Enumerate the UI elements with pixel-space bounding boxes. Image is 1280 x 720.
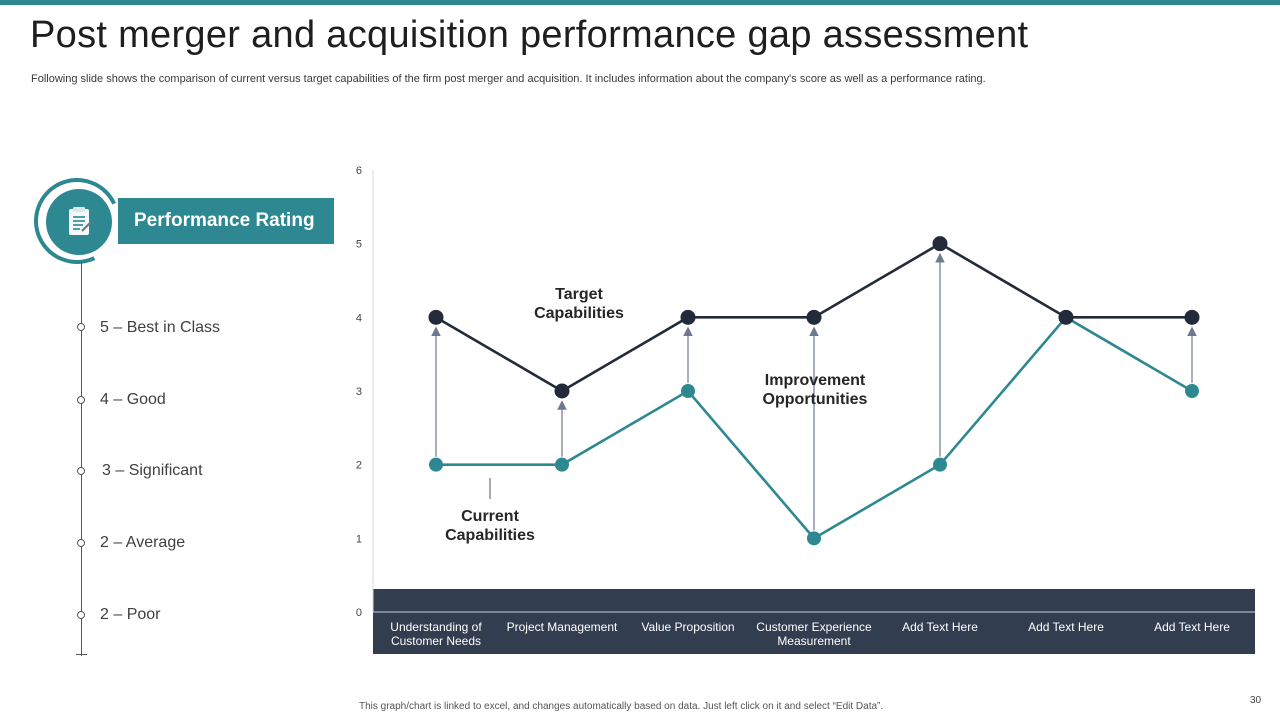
y-tick-label: 1 (356, 533, 362, 545)
x-tick-label: Customer Experience Measurement (756, 620, 872, 648)
slide-title: Post merger and acquisition performance … (30, 14, 1029, 56)
performance-rating-header: Performance Rating (118, 198, 334, 244)
rating-dot (77, 467, 85, 475)
footnote: This graph/chart is linked to excel, and… (359, 701, 884, 712)
target-point (428, 309, 444, 325)
rating-dot (77, 539, 85, 547)
current-point (807, 531, 821, 546)
page-number: 30 (1250, 695, 1262, 706)
rating-label: 2 – Average (100, 534, 186, 551)
rating-dot (77, 323, 85, 331)
rating-timeline (81, 262, 82, 656)
target-point (680, 309, 696, 325)
rating-label: 3 – Significant (102, 462, 203, 479)
target-point (554, 383, 570, 399)
y-tick-label: 6 (356, 165, 362, 177)
improvement-opportunities-label: Improvement Opportunities (763, 372, 868, 408)
y-tick-label: 0 (356, 607, 362, 619)
y-tick-label: 4 (356, 312, 362, 324)
x-tick-label: Add Text Here (1028, 620, 1104, 634)
rating-dot (77, 396, 85, 404)
x-tick-label: Project Management (507, 620, 618, 634)
target-capabilities-label: Target Capabilities (534, 286, 624, 322)
y-tick-label: 3 (356, 386, 362, 398)
rating-label: 5 – Best in Class (100, 319, 221, 336)
target-point (806, 309, 822, 325)
category-band (373, 589, 1255, 654)
y-tick-label: 5 (356, 239, 362, 251)
rating-dot (77, 611, 85, 619)
x-tick-label: Understanding of Customer Needs (390, 620, 482, 648)
target-point (1184, 309, 1200, 325)
target-point (1058, 309, 1074, 325)
current-capabilities-label: Current Capabilities (445, 508, 535, 544)
y-tick-label: 2 (356, 460, 362, 472)
checklist-icon (46, 189, 112, 255)
timeline-end-cap (76, 654, 87, 655)
rating-label: 4 – Good (100, 391, 166, 408)
target-point (932, 236, 948, 252)
slide-subtitle: Following slide shows the comparison of … (31, 73, 986, 85)
current-point (681, 384, 695, 398)
x-tick-label: Add Text Here (1154, 620, 1230, 634)
x-tick-label: Add Text Here (902, 620, 978, 634)
top-accent-bar (0, 0, 1280, 5)
rating-label: 2 – Poor (100, 606, 161, 623)
current-point (933, 457, 947, 472)
x-tick-label: Value Proposition (641, 620, 734, 634)
current-point (429, 457, 443, 472)
current-point (555, 457, 569, 472)
current-point (1185, 384, 1199, 398)
